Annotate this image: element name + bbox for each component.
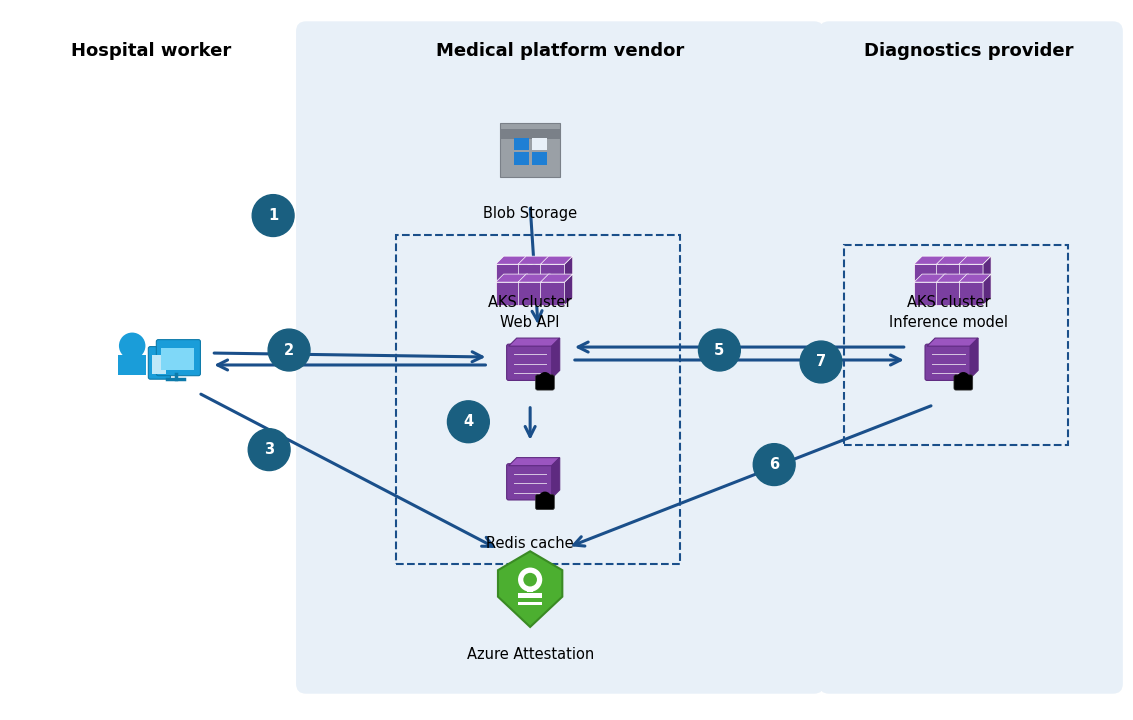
Circle shape xyxy=(253,194,295,236)
Text: Azure Attestation: Azure Attestation xyxy=(467,647,594,662)
FancyBboxPatch shape xyxy=(914,264,938,287)
FancyBboxPatch shape xyxy=(540,264,564,287)
FancyBboxPatch shape xyxy=(161,348,194,370)
Circle shape xyxy=(248,428,290,471)
Polygon shape xyxy=(564,256,572,287)
Bar xyxy=(844,246,1068,445)
FancyBboxPatch shape xyxy=(506,344,554,380)
Polygon shape xyxy=(959,274,991,282)
FancyBboxPatch shape xyxy=(518,602,543,606)
FancyBboxPatch shape xyxy=(513,152,529,165)
Circle shape xyxy=(119,333,145,359)
Polygon shape xyxy=(970,338,978,379)
Polygon shape xyxy=(543,256,551,287)
Circle shape xyxy=(523,573,537,587)
FancyBboxPatch shape xyxy=(518,282,543,305)
FancyBboxPatch shape xyxy=(536,495,554,510)
Polygon shape xyxy=(518,256,551,264)
FancyBboxPatch shape xyxy=(495,282,520,305)
Polygon shape xyxy=(499,552,562,627)
FancyBboxPatch shape xyxy=(148,346,170,379)
FancyBboxPatch shape xyxy=(531,152,546,165)
FancyBboxPatch shape xyxy=(540,282,564,305)
FancyBboxPatch shape xyxy=(501,129,560,140)
Polygon shape xyxy=(959,256,991,264)
Text: 7: 7 xyxy=(816,354,826,369)
Text: Blob Storage: Blob Storage xyxy=(483,206,577,220)
Polygon shape xyxy=(552,338,560,379)
Polygon shape xyxy=(938,274,946,305)
Text: 5: 5 xyxy=(714,343,724,358)
Text: AKS cluster
Web API: AKS cluster Web API xyxy=(488,295,572,330)
Text: Hospital worker: Hospital worker xyxy=(71,42,232,60)
Polygon shape xyxy=(564,274,572,305)
FancyBboxPatch shape xyxy=(531,138,546,150)
FancyBboxPatch shape xyxy=(518,593,543,598)
FancyBboxPatch shape xyxy=(819,22,1123,693)
Polygon shape xyxy=(495,256,528,264)
Text: 6: 6 xyxy=(769,457,780,472)
Circle shape xyxy=(753,444,795,485)
Polygon shape xyxy=(927,338,978,346)
Text: Medical platform vendor: Medical platform vendor xyxy=(436,42,684,60)
Circle shape xyxy=(448,401,489,443)
Polygon shape xyxy=(509,338,560,346)
Polygon shape xyxy=(552,458,560,498)
Text: 1: 1 xyxy=(269,208,279,223)
FancyBboxPatch shape xyxy=(914,282,938,305)
Circle shape xyxy=(800,341,842,383)
FancyBboxPatch shape xyxy=(495,264,520,287)
FancyBboxPatch shape xyxy=(527,580,534,592)
Text: 2: 2 xyxy=(284,343,295,358)
Polygon shape xyxy=(509,458,560,466)
FancyBboxPatch shape xyxy=(936,282,961,305)
Circle shape xyxy=(518,567,543,592)
Polygon shape xyxy=(520,274,528,305)
Text: Redis cache: Redis cache xyxy=(486,536,574,552)
FancyBboxPatch shape xyxy=(501,123,560,176)
FancyBboxPatch shape xyxy=(536,375,554,390)
FancyBboxPatch shape xyxy=(959,264,983,287)
Text: 3: 3 xyxy=(264,442,274,457)
Polygon shape xyxy=(518,274,551,282)
Polygon shape xyxy=(495,274,528,282)
Circle shape xyxy=(269,329,310,371)
Text: 4: 4 xyxy=(463,414,474,429)
Polygon shape xyxy=(961,256,969,287)
FancyBboxPatch shape xyxy=(156,340,201,376)
Polygon shape xyxy=(936,256,969,264)
Polygon shape xyxy=(938,256,946,287)
Text: Diagnostics provider: Diagnostics provider xyxy=(863,42,1073,60)
FancyBboxPatch shape xyxy=(925,344,972,380)
Circle shape xyxy=(698,329,740,371)
FancyBboxPatch shape xyxy=(954,375,973,390)
Polygon shape xyxy=(914,274,946,282)
Polygon shape xyxy=(118,354,146,375)
Polygon shape xyxy=(543,274,551,305)
FancyBboxPatch shape xyxy=(513,138,529,150)
Bar xyxy=(395,235,680,564)
FancyBboxPatch shape xyxy=(153,354,165,374)
FancyBboxPatch shape xyxy=(959,282,983,305)
Polygon shape xyxy=(983,274,991,305)
Polygon shape xyxy=(936,274,969,282)
FancyBboxPatch shape xyxy=(936,264,961,287)
Polygon shape xyxy=(961,274,969,305)
Polygon shape xyxy=(983,256,991,287)
FancyBboxPatch shape xyxy=(518,264,543,287)
Polygon shape xyxy=(540,274,572,282)
Polygon shape xyxy=(540,256,572,264)
FancyBboxPatch shape xyxy=(506,464,554,500)
Text: AKS cluster
Inference model: AKS cluster Inference model xyxy=(889,295,1008,330)
Polygon shape xyxy=(520,256,528,287)
Polygon shape xyxy=(914,256,946,264)
FancyBboxPatch shape xyxy=(296,22,824,693)
